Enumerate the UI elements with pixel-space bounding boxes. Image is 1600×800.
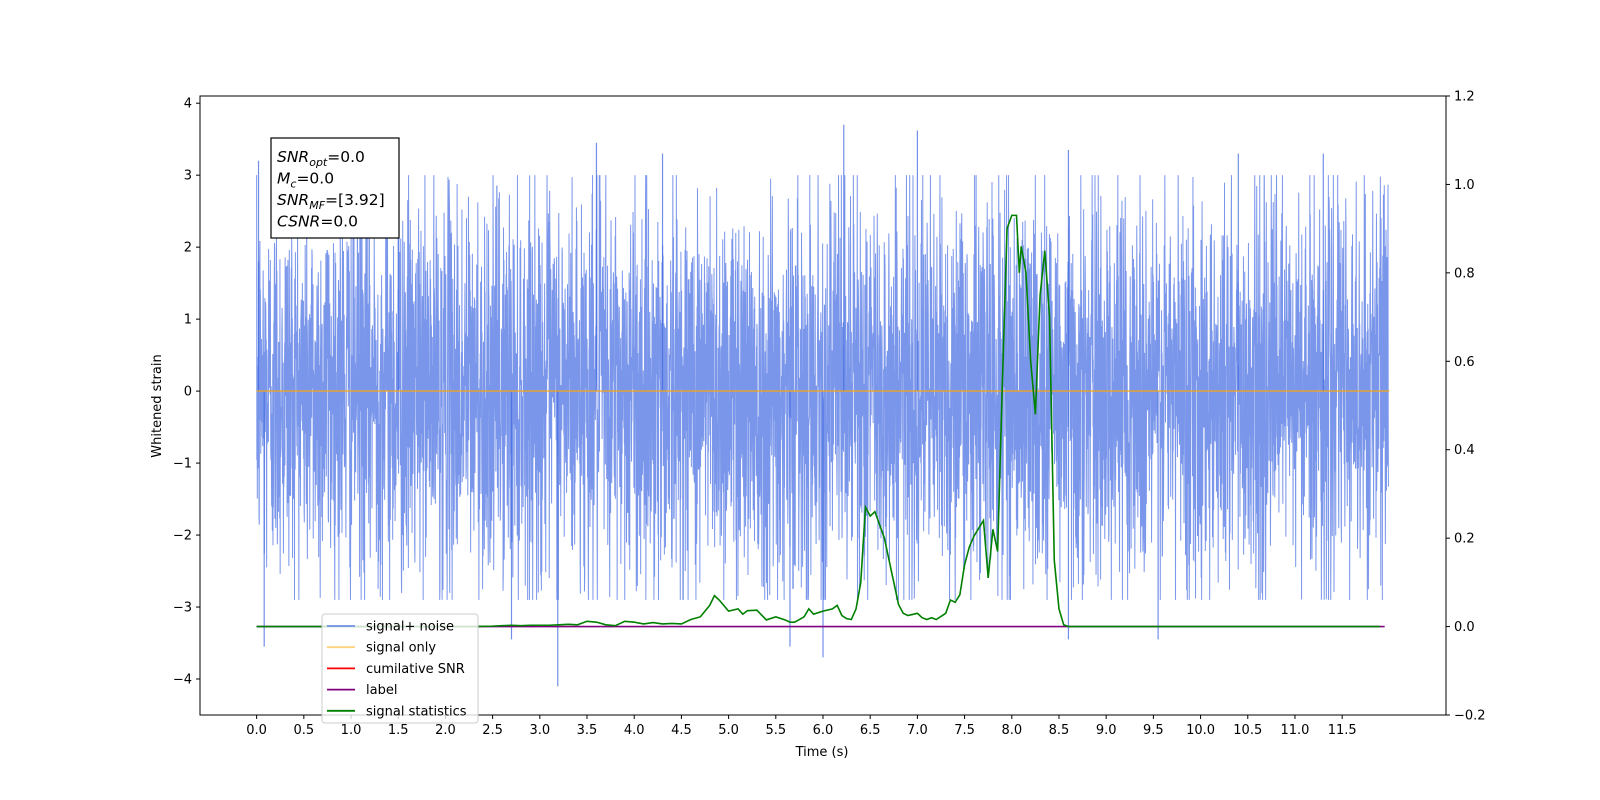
x-tick-label: 1.5 — [388, 723, 409, 738]
y-tick-label: −3 — [173, 601, 192, 616]
legend-label: label — [366, 683, 397, 698]
x-tick-label: 9.5 — [1143, 723, 1164, 738]
x-tick-label: 6.0 — [813, 723, 834, 738]
series-signal-statistics — [256, 214, 1380, 628]
x-tick-label: 8.5 — [1049, 723, 1070, 738]
y-axis-left: −4 −3 −2 −1 0 1 2 3 4 — [173, 97, 200, 688]
x-tick-label: 3.0 — [529, 723, 550, 738]
y-axis-label: Whitened strain — [150, 354, 165, 457]
x-tick-label: 4.5 — [671, 723, 692, 738]
legend: signal+ noise signal only cumilative SNR la… — [321, 613, 479, 724]
x-tick-label: 10.0 — [1186, 723, 1215, 738]
x-tick-label: 7.5 — [954, 723, 975, 738]
y-axis-right: −0.2 0.0 0.2 0.4 0.6 0.8 1.0 1.2 — [1446, 90, 1486, 724]
y2-tick-label: 0.4 — [1454, 443, 1475, 458]
y-tick-label: −1 — [173, 457, 192, 472]
x-tick-label: 3.5 — [577, 723, 598, 738]
y2-tick-label: 1.0 — [1454, 178, 1475, 193]
legend-label: signal statistics — [366, 704, 467, 719]
x-tick-label: 0.0 — [246, 723, 267, 738]
y2-tick-label: 0.6 — [1454, 355, 1475, 370]
y2-tick-label: −0.2 — [1454, 709, 1486, 724]
x-tick-label: 10.5 — [1233, 723, 1262, 738]
y2-tick-label: 0.0 — [1454, 620, 1475, 635]
x-tick-label: 2.0 — [435, 723, 456, 738]
y-tick-label: 1 — [184, 313, 192, 328]
x-tick-label: 2.5 — [482, 723, 503, 738]
legend-label: signal only — [366, 641, 436, 656]
x-tick-label: 5.0 — [718, 723, 739, 738]
x-tick-label: 1.0 — [341, 723, 362, 738]
x-tick-label: 5.5 — [765, 723, 786, 738]
info-box-line: CSNR=0.0 — [277, 213, 358, 231]
y-tick-label: −4 — [173, 673, 192, 688]
y2-tick-label: 1.2 — [1454, 90, 1475, 105]
x-tick-label: 7.0 — [907, 723, 928, 738]
y2-tick-label: 0.2 — [1454, 532, 1475, 547]
y-tick-label: 3 — [184, 169, 192, 184]
x-axis-label: Time (s) — [795, 745, 849, 760]
x-tick-label: 8.0 — [1001, 723, 1022, 738]
x-tick-label: 11.0 — [1280, 723, 1309, 738]
y2-tick-label: 0.8 — [1454, 266, 1475, 281]
info-box-line: SNRopt=0.0 — [277, 148, 365, 169]
x-tick-label: 0.5 — [293, 723, 314, 738]
y-tick-label: 0 — [184, 385, 192, 400]
legend-label: signal+ noise — [366, 620, 454, 635]
x-tick-label: 11.5 — [1328, 723, 1357, 738]
x-tick-label: 4.0 — [624, 723, 645, 738]
y-tick-label: −2 — [173, 529, 192, 544]
x-tick-label: 9.0 — [1096, 723, 1117, 738]
y-tick-label: 4 — [184, 97, 192, 112]
x-axis: 0.0 0.5 1.0 1.5 2.0 2.5 3.0 3.5 4.0 4.5 5.0 5.5 6.0 6… — [246, 715, 1357, 738]
x-tick-label: 6.5 — [860, 723, 881, 738]
y-tick-label: 2 — [184, 241, 192, 256]
signal-noise-series — [256, 124, 1389, 687]
info-box-line: Mc=0.0 — [277, 170, 334, 191]
info-box-line: SNRMF=[3.92] — [277, 191, 385, 212]
legend-label: cumilative SNR — [366, 662, 465, 677]
